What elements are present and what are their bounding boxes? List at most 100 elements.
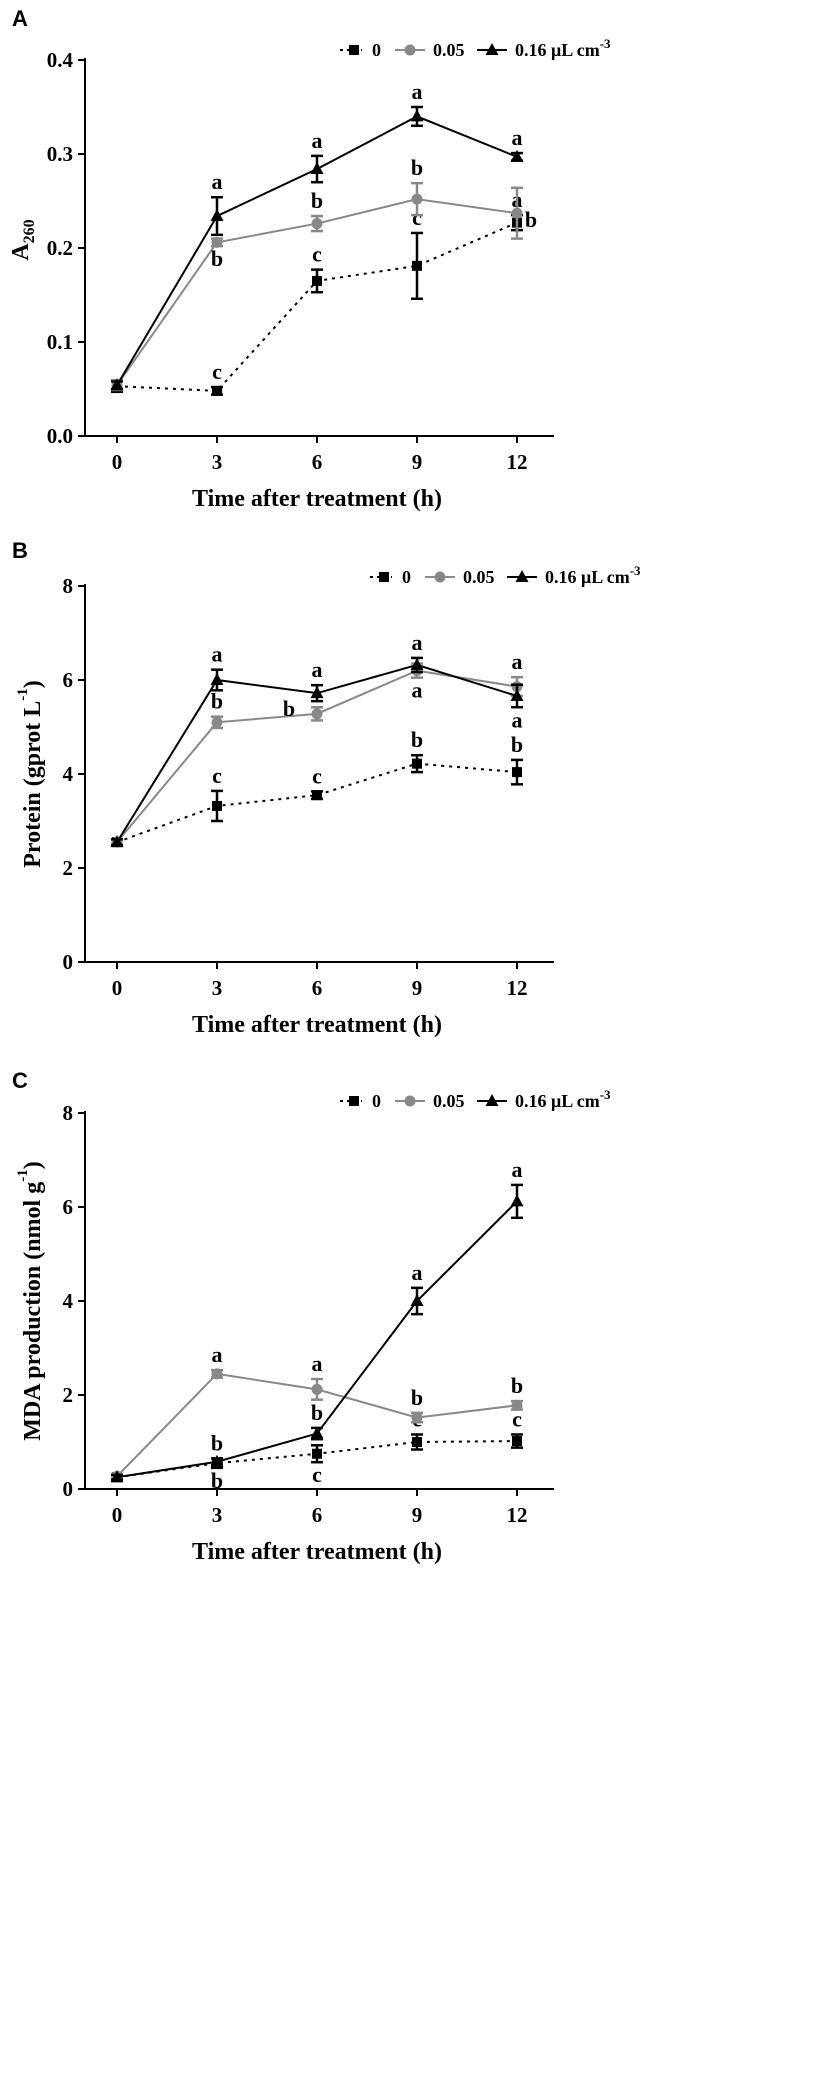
- y-axis-label-superscript: -1: [15, 688, 31, 701]
- y-tick-label: 4: [63, 1289, 74, 1313]
- data-point: [210, 673, 224, 685]
- significance-letter: b: [211, 246, 223, 271]
- y-tick-label: 2: [63, 1383, 74, 1407]
- legend-entry: 0.16 μL cm-3: [515, 36, 611, 60]
- y-tick-label: 2: [63, 856, 74, 880]
- significance-letter: a: [212, 642, 223, 667]
- y-tick-label: 0.3: [47, 142, 73, 166]
- significance-letter: a: [412, 678, 423, 703]
- y-tick-label: 6: [63, 668, 74, 692]
- significance-letter: a: [312, 657, 323, 682]
- significance-letter: b: [311, 1400, 323, 1425]
- data-point: [510, 1194, 524, 1207]
- legend-entry: 0: [372, 1091, 381, 1111]
- data-point: [311, 1383, 323, 1395]
- x-tick-label: 12: [507, 1503, 528, 1527]
- significance-letter: a: [212, 169, 223, 194]
- significance-letter: a: [512, 1157, 523, 1182]
- legend-entry: 0.05: [433, 40, 465, 60]
- significance-letter: c: [312, 763, 322, 788]
- y-axis-label-text: Protein (gprot L: [20, 701, 46, 868]
- legend-marker-triangle: [515, 570, 529, 582]
- x-tick-label: 6: [312, 1503, 323, 1527]
- significance-letter: c: [412, 205, 422, 230]
- data-point: [412, 758, 422, 769]
- significance-letter: b: [411, 727, 423, 752]
- data-point: [311, 708, 323, 720]
- series-high-dose: b b a a: [110, 1157, 524, 1483]
- legend: 0 0.05 0.16 μL cm-3: [340, 1087, 611, 1111]
- legend-entry: 0: [372, 40, 381, 60]
- significance-letter: a: [412, 630, 423, 655]
- x-tick-label: 6: [312, 976, 323, 1000]
- data-point: [312, 275, 322, 286]
- data-point: [310, 1426, 324, 1439]
- x-tick-label: 0: [112, 1503, 123, 1527]
- legend: 0 0.05 0.16 μL cm-3: [340, 36, 611, 60]
- x-axis-label: Time after treatment (h): [192, 1539, 442, 1565]
- significance-letter: b: [311, 188, 323, 213]
- significance-letter: a: [412, 79, 423, 104]
- significance-letter: b: [211, 1468, 223, 1493]
- significance-letter: a: [512, 649, 523, 674]
- legend-marker-triangle: [485, 1094, 499, 1106]
- data-point: [311, 218, 323, 230]
- x-tick-label: 12: [507, 976, 528, 1000]
- data-point: [211, 716, 223, 728]
- chart-panel-c: C 0 2 4 6 8 0 3 6 9 12 Time after treatment (h) MDA …: [12, 1068, 611, 1565]
- y-tick-label: 6: [63, 1195, 74, 1219]
- y-axis-label-text: MDA production (nmol g: [20, 1182, 46, 1441]
- data-point: [310, 162, 324, 175]
- y-tick-label: 0: [63, 950, 74, 974]
- data-point: [410, 1294, 424, 1306]
- y-tick-label: 0: [63, 1477, 74, 1501]
- legend-entry-superscript: -3: [630, 563, 641, 578]
- data-point: [410, 109, 424, 122]
- y-tick-label: 0.0: [47, 424, 73, 448]
- significance-letter: b: [411, 1385, 423, 1410]
- data-point: [510, 688, 524, 701]
- data-point: [411, 193, 423, 205]
- x-tick-label: 9: [412, 450, 423, 474]
- significance-letter: c: [212, 763, 222, 788]
- x-tick-label: 3: [212, 1503, 223, 1527]
- legend-marker-square: [349, 45, 359, 55]
- significance-letter: b: [283, 696, 295, 721]
- y-axis-label: A260: [8, 219, 38, 260]
- legend-entry-superscript: -3: [600, 1087, 611, 1102]
- y-axis-label: Protein (gprot L-1): [15, 680, 45, 868]
- significance-letter: c: [312, 242, 322, 267]
- series-low-dose: b b b b: [111, 155, 537, 392]
- data-point: [410, 657, 424, 670]
- data-point: [511, 207, 523, 219]
- legend-marker-triangle: [485, 43, 499, 55]
- data-point: [310, 686, 324, 699]
- x-axis-label: Time after treatment (h): [192, 486, 442, 512]
- significance-letter: c: [212, 359, 222, 384]
- x-tick-label: 3: [212, 976, 223, 1000]
- significance-letter: b: [411, 155, 423, 180]
- data-point: [312, 790, 322, 801]
- x-tick-label: 3: [212, 450, 223, 474]
- legend-marker-circle: [404, 44, 416, 56]
- y-axis-label-text: A: [8, 243, 34, 261]
- y-axis-label-end: ): [20, 1161, 46, 1169]
- legend-entry: 0.16 μL cm-3: [545, 563, 641, 587]
- data-point: [110, 1470, 124, 1483]
- significance-letter: b: [511, 1373, 523, 1398]
- data-point: [510, 149, 524, 162]
- x-tick-label: 9: [412, 1503, 423, 1527]
- y-tick-label: 8: [63, 1101, 74, 1125]
- significance-letter: a: [412, 1260, 423, 1285]
- y-tick-label: 0.4: [47, 48, 74, 72]
- legend-entry-text: 0.16 μL cm: [515, 40, 600, 60]
- x-tick-label: 9: [412, 976, 423, 1000]
- panel-label: B: [12, 538, 28, 563]
- legend-entry-text: 0.16 μL cm: [545, 567, 630, 587]
- y-tick-label: 0.1: [47, 330, 73, 354]
- y-axis-label-subscript: 260: [21, 219, 38, 243]
- legend-marker-circle: [404, 1095, 416, 1107]
- data-point: [212, 800, 222, 811]
